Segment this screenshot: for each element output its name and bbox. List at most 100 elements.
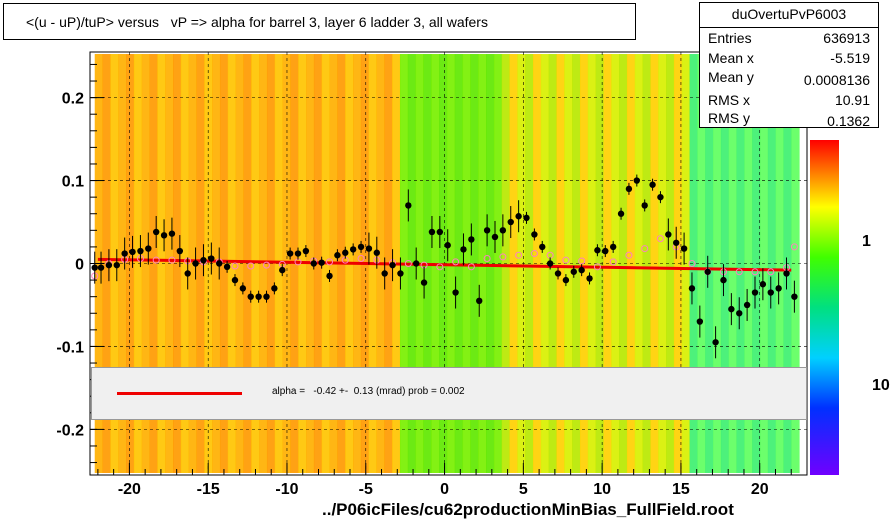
filled-point (160, 232, 168, 239)
filled-point (570, 268, 577, 275)
filled-point (743, 301, 751, 309)
series-open-points (91, 235, 798, 280)
legend-fit-text: alpha = -0.42 +- 0.13 (mrad) prob = 0.00… (272, 386, 465, 397)
filled-point (342, 249, 349, 256)
filled-point (294, 250, 302, 257)
heatmap-band (126, 54, 135, 473)
filled-point (113, 261, 120, 269)
heatmap-band (251, 54, 260, 473)
heatmap-band (713, 54, 722, 473)
filled-point (736, 310, 743, 317)
open-point (483, 255, 491, 263)
filled-point (546, 260, 554, 267)
filled-point (562, 276, 570, 284)
filled-point (712, 339, 719, 346)
filled-point (176, 247, 184, 255)
colorbar-label-1: 1 (862, 233, 871, 250)
filled-point (326, 272, 333, 280)
filled-point (223, 263, 231, 271)
filled-point (751, 289, 759, 296)
filled-point (405, 202, 412, 209)
filled-point (515, 213, 522, 220)
stat-label: Entries (708, 30, 752, 46)
filled-point (263, 293, 270, 300)
y-tick-label: -0.2 (56, 422, 84, 439)
filled-point (791, 293, 798, 300)
filled-point (602, 247, 609, 255)
filled-point (499, 227, 507, 234)
filled-point (578, 266, 585, 274)
filled-point (554, 270, 562, 277)
x-tick-label: 5 (519, 481, 528, 498)
filled-point (688, 285, 696, 292)
heatmap-band (666, 54, 675, 473)
stat-value: 10.91 (834, 92, 870, 108)
open-point (262, 261, 270, 269)
open-point (562, 256, 570, 264)
filled-point (397, 270, 404, 277)
open-point (578, 257, 586, 265)
filled-point (247, 293, 254, 300)
filled-point (121, 250, 128, 257)
heatmap-band (259, 54, 268, 473)
open-point (436, 263, 444, 271)
open-point (593, 263, 601, 271)
open-point (625, 251, 633, 259)
filled-point (91, 264, 98, 271)
filled-point (373, 249, 380, 256)
filled-point (720, 276, 727, 284)
stat-row: Entries 636913 (708, 30, 870, 50)
filled-point (208, 255, 215, 262)
open-point (656, 235, 664, 243)
filled-point (775, 285, 782, 292)
heatmap-band (791, 54, 800, 473)
filled-point (483, 227, 491, 234)
heatmap-band (775, 54, 784, 473)
filled-point (302, 247, 310, 255)
open-point (247, 262, 255, 270)
filled-point (759, 281, 767, 288)
x-tick-label: 0 (440, 481, 449, 498)
heatmap-band (235, 54, 244, 473)
color-scale-bar (810, 140, 839, 475)
filled-point (216, 260, 223, 267)
filled-point (428, 228, 436, 236)
filled-point (381, 270, 388, 277)
plot-title: <(u - uP)/tuP> versus vP => alpha for ba… (3, 3, 636, 40)
filled-point (476, 297, 483, 305)
filled-point (594, 247, 601, 254)
open-point (609, 258, 617, 266)
x-tick-label: -10 (275, 481, 298, 498)
filled-point (279, 266, 286, 274)
filled-point (586, 275, 593, 282)
filled-point (704, 268, 711, 275)
filled-point (783, 270, 790, 277)
filled-point (184, 270, 191, 277)
y-tick-label: 0.1 (62, 174, 84, 191)
filled-point (145, 245, 152, 252)
filled-point (468, 236, 475, 243)
open-point (735, 268, 743, 276)
stat-label: RMS x (708, 92, 750, 108)
x-tick-label: -5 (359, 481, 373, 498)
heatmap-band (172, 54, 182, 473)
filled-point (420, 279, 428, 286)
filled-point (365, 245, 373, 252)
filled-point (609, 243, 617, 251)
x-tick-label: -15 (197, 481, 220, 498)
filled-point (129, 248, 136, 256)
filled-point (389, 261, 396, 269)
filled-point (97, 264, 105, 271)
open-point (641, 245, 649, 253)
heatmap-band (767, 54, 777, 473)
open-point (530, 250, 538, 258)
heatmap-band (642, 54, 651, 473)
stat-row: Mean y 0.0008136 (708, 69, 870, 89)
filled-point (452, 289, 459, 296)
open-point (688, 260, 696, 267)
filled-point (334, 252, 341, 259)
filled-point (357, 243, 365, 251)
open-point (326, 258, 334, 266)
stat-value: 636913 (823, 30, 870, 46)
filled-point (105, 261, 113, 269)
